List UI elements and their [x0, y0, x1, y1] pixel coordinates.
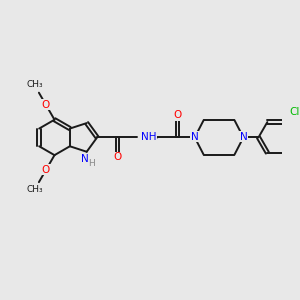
Text: O: O	[173, 110, 182, 120]
Text: CH₃: CH₃	[26, 185, 43, 194]
Text: Cl: Cl	[290, 107, 300, 117]
Text: H: H	[88, 159, 95, 168]
Text: O: O	[42, 165, 50, 175]
Text: N: N	[191, 132, 199, 142]
Text: NH: NH	[141, 132, 157, 142]
Text: O: O	[42, 100, 50, 110]
Text: N: N	[81, 154, 89, 164]
Text: O: O	[113, 152, 122, 162]
Text: N: N	[239, 132, 247, 142]
Text: CH₃: CH₃	[26, 80, 43, 89]
